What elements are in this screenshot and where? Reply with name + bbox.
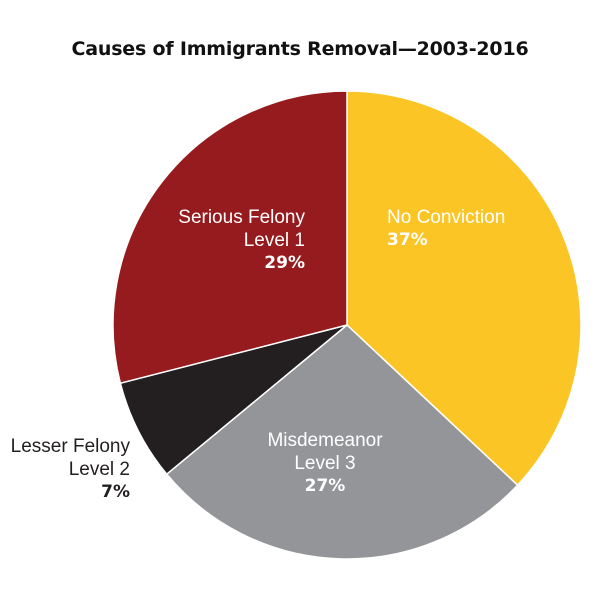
- slice-label: Level 2: [69, 459, 130, 480]
- slice-value-label: 29%: [264, 253, 305, 273]
- slice-label: Serious Felony: [178, 207, 305, 228]
- pie-slice: [119, 324, 348, 476]
- slice-label: Lesser Felony: [11, 436, 131, 457]
- chart-title: Causes of Immigrants Removal—2003-2016: [71, 38, 529, 60]
- pie-slice: [346, 90, 582, 487]
- slice-value-label: 37%: [387, 230, 428, 250]
- slice-value-label: 7%: [101, 482, 130, 502]
- slice-label: Level 1: [244, 230, 305, 251]
- pie-slice: [165, 324, 519, 560]
- slice-label: Misdemeanor: [267, 430, 383, 451]
- pie-slice: [112, 90, 348, 385]
- slice-label: No Conviction: [387, 207, 505, 228]
- slice-value-label: 27%: [305, 476, 346, 496]
- slice-label: Level 3: [294, 453, 355, 474]
